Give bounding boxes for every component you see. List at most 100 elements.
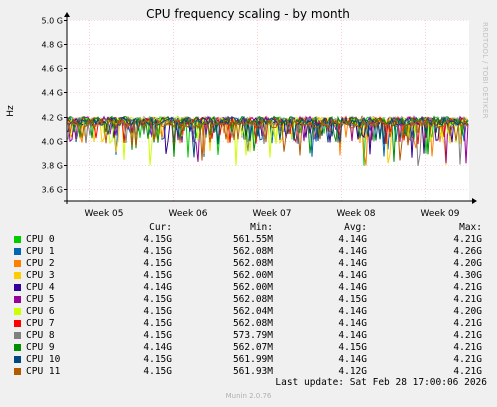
- x-axis: Week 05 Week 06 Week 07 Week 08 Week 09: [85, 209, 460, 219]
- legend-cur-value: 4.15G: [143, 354, 172, 365]
- legend-avg-value: 4.14G: [338, 258, 367, 269]
- legend-cur-value: 4.15G: [143, 318, 172, 329]
- legend-max-value: 4.21G: [453, 354, 482, 365]
- y-tick-label: 4.4 G: [42, 89, 63, 98]
- y-tick-label: 4.6 G: [42, 65, 63, 74]
- x-axis-arrow: [472, 198, 477, 204]
- y-tick-label: 3.6 G: [42, 186, 63, 195]
- legend-series-name: CPU 10: [26, 354, 61, 365]
- legend-series-name: CPU 9: [26, 342, 55, 353]
- legend-cur-value: 4.15G: [143, 234, 172, 245]
- y-axis-arrow: [64, 12, 70, 17]
- legend-row: CPU 11 4.15G 561.93M 4.12G 4.21G: [0, 366, 497, 378]
- legend-max-value: 4.21G: [453, 294, 482, 305]
- legend-series-name: CPU 8: [26, 330, 55, 341]
- legend-avg-value: 4.14G: [338, 246, 367, 257]
- legend-avg-value: 4.14G: [338, 318, 367, 329]
- legend-swatch: [14, 236, 21, 243]
- legend-min-value: 562.08M: [232, 318, 273, 329]
- y-tick-label: 4.8 G: [42, 41, 63, 50]
- legend-min-value: 562.08M: [232, 246, 273, 257]
- legend-max-value: 4.20G: [453, 258, 482, 269]
- legend-row: CPU 2 4.15G 562.08M 4.14G 4.20G: [0, 258, 497, 270]
- x-tick-label: Week 09: [421, 209, 460, 219]
- legend-swatch: [14, 332, 21, 339]
- legend-row: CPU 6 4.15G 562.04M 4.14G 4.20G: [0, 306, 497, 318]
- y-axis: 5.0 G 4.8 G 4.6 G 4.4 G 4.2 G 4.0 G 3.8 G 3.6 G: [42, 17, 67, 195]
- rrdtool-credit: RRDTOOL / TOBI OETIKER: [481, 22, 489, 119]
- legend-cur-value: 4.15G: [143, 258, 172, 269]
- legend-series-name: CPU 3: [26, 270, 55, 281]
- legend-series-name: CPU 0: [26, 234, 55, 245]
- legend-row: CPU 10 4.15G 561.99M 4.14G 4.21G: [0, 354, 497, 366]
- plot-area: [67, 20, 469, 201]
- legend-series-name: CPU 11: [26, 366, 61, 377]
- legend-max-value: 4.30G: [453, 270, 482, 281]
- legend-swatch: [14, 296, 21, 303]
- y-tick-label: 4.2 G: [42, 114, 63, 123]
- legend-max-value: 4.26G: [453, 246, 482, 257]
- legend-max-value: 4.21G: [453, 330, 482, 341]
- chart: 5.0 G 4.8 G 4.6 G 4.4 G 4.2 G 4.0 G 3.8 G 3.6 G…: [6, 7, 477, 219]
- legend-avg-value: 4.14G: [338, 306, 367, 317]
- y-axis-label: Hz: [6, 105, 16, 117]
- legend-max-value: 4.20G: [453, 306, 482, 317]
- legend-series-name: CPU 7: [26, 318, 55, 329]
- legend-header-avg: Avg:: [344, 222, 367, 233]
- x-tick-label: Week 06: [169, 209, 208, 219]
- x-tick-label: Week 05: [85, 209, 124, 219]
- legend-max-value: 4.21G: [453, 366, 482, 377]
- y-tick-label: 4.0 G: [42, 138, 63, 147]
- legend-row: CPU 0 4.15G 561.55M 4.14G 4.21G: [0, 234, 497, 246]
- legend-row: CPU 8 4.15G 573.79M 4.14G 4.21G: [0, 330, 497, 342]
- y-tick-label: 5.0 G: [42, 17, 63, 26]
- legend-max-value: 4.21G: [453, 234, 482, 245]
- legend-swatch: [14, 248, 21, 255]
- legend-swatch: [14, 308, 21, 315]
- legend-min-value: 562.00M: [232, 270, 273, 281]
- legend-series-name: CPU 5: [26, 294, 55, 305]
- legend-avg-value: 4.15G: [338, 342, 367, 353]
- chart-title: CPU frequency scaling - by month: [146, 7, 350, 21]
- legend-series-name: CPU 4: [26, 282, 55, 293]
- munin-version: Munin 2.0.76: [225, 392, 272, 400]
- legend-swatch: [14, 344, 21, 351]
- legend-avg-value: 4.14G: [338, 282, 367, 293]
- legend-cur-value: 4.15G: [143, 246, 172, 257]
- legend-avg-value: 4.14G: [338, 330, 367, 341]
- legend-header-max: Max:: [459, 222, 482, 233]
- legend-row: CPU 3 4.15G 562.00M 4.14G 4.30G: [0, 270, 497, 282]
- legend-header-min: Min:: [250, 222, 273, 233]
- legend-max-value: 4.21G: [453, 342, 482, 353]
- legend-swatch: [14, 284, 21, 291]
- series-line-cpu-11: [67, 118, 469, 161]
- legend-series-name: CPU 6: [26, 306, 55, 317]
- legend-cur-value: 4.15G: [143, 270, 172, 281]
- legend-avg-value: 4.12G: [338, 366, 367, 377]
- legend-min-value: 562.08M: [232, 258, 273, 269]
- legend-cur-value: 4.15G: [143, 330, 172, 341]
- legend-max-value: 4.21G: [453, 318, 482, 329]
- legend-min-value: 562.00M: [232, 282, 273, 293]
- legend-header-cur: Cur:: [149, 222, 172, 233]
- legend-swatch: [14, 320, 21, 327]
- legend-row: CPU 5 4.15G 562.08M 4.15G 4.21G: [0, 294, 497, 306]
- y-tick-label: 3.8 G: [42, 162, 63, 171]
- legend-avg-value: 4.14G: [338, 234, 367, 245]
- legend-swatch: [14, 260, 21, 267]
- legend-avg-value: 4.14G: [338, 354, 367, 365]
- legend-min-value: 561.55M: [232, 234, 273, 245]
- legend-min-value: 562.07M: [232, 342, 273, 353]
- legend-avg-value: 4.15G: [338, 294, 367, 305]
- legend-avg-value: 4.14G: [338, 270, 367, 281]
- legend-cur-value: 4.15G: [143, 306, 172, 317]
- x-tick-label: Week 08: [337, 209, 376, 219]
- legend-row: CPU 1 4.15G 562.08M 4.14G 4.26G: [0, 246, 497, 258]
- legend-swatch: [14, 272, 21, 279]
- legend-min-value: 573.79M: [232, 330, 273, 341]
- legend-row: CPU 9 4.14G 562.07M 4.15G 4.21G: [0, 342, 497, 354]
- legend-row: CPU 7 4.15G 562.08M 4.14G 4.21G: [0, 318, 497, 330]
- series-line-cpu-10: [67, 115, 469, 158]
- legend-series-name: CPU 2: [26, 258, 55, 269]
- legend-max-value: 4.21G: [453, 282, 482, 293]
